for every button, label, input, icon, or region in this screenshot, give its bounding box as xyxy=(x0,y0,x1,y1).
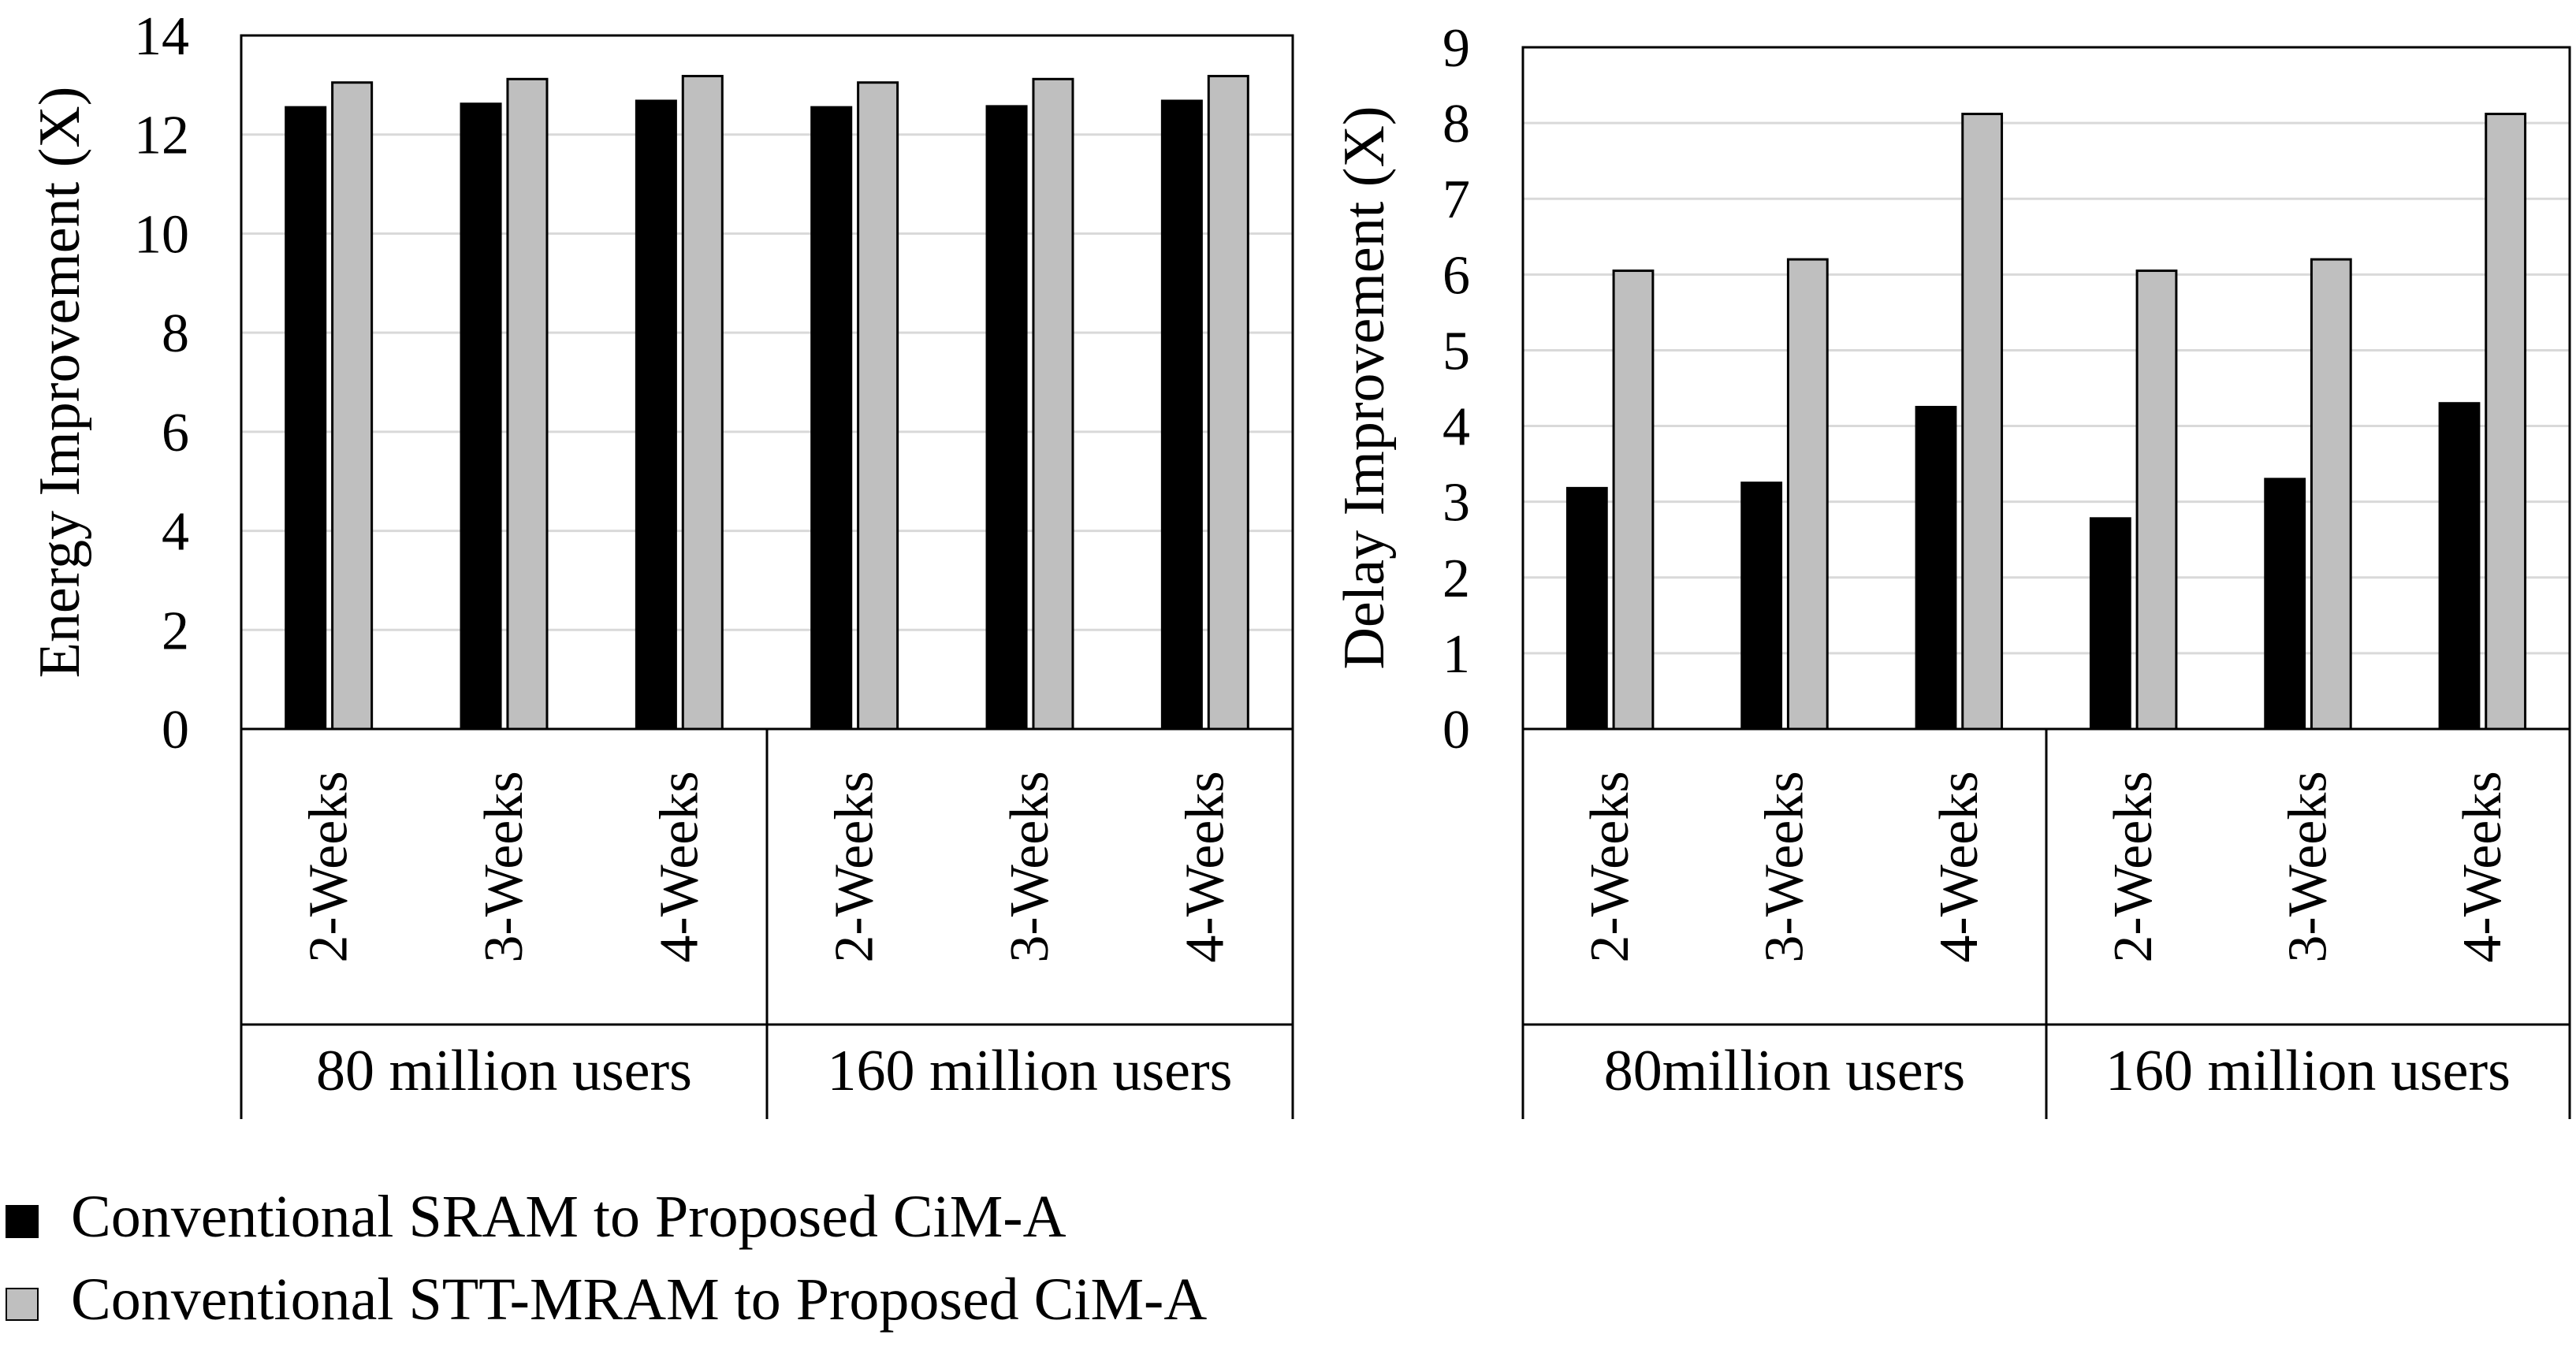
y-tick-label: 3 xyxy=(1442,473,1470,534)
legend: Conventional SRAM to Proposed CiM-A Conv… xyxy=(6,1184,1207,1333)
y-tick-label: 6 xyxy=(162,403,189,463)
bar-sram xyxy=(1915,406,1957,731)
category-label: 2-Weeks xyxy=(1580,771,1640,962)
bar-sram xyxy=(285,106,327,731)
plot-area-border xyxy=(240,34,1294,731)
legend-label-sram: Conventional SRAM to Proposed CiM-A xyxy=(71,1184,1067,1250)
bar-stt-mram xyxy=(681,75,724,731)
bar-sram xyxy=(2089,517,2131,731)
y-tick-label: 1 xyxy=(1442,624,1470,685)
y-tick-label: 12 xyxy=(134,106,189,166)
plot-area-border xyxy=(1521,46,2571,731)
y-tick-label: 14 xyxy=(134,6,189,67)
y-tick-label: 0 xyxy=(1442,700,1470,761)
y-tick-label: 2 xyxy=(162,601,189,661)
bar-sram xyxy=(1740,482,1783,731)
bar-sram xyxy=(635,99,677,731)
bar-sram xyxy=(1160,99,1203,731)
y-tick-label: 2 xyxy=(1442,549,1470,609)
bar-sram xyxy=(2264,478,2306,731)
y-tick-label: 8 xyxy=(1442,94,1470,154)
y-tick-label: 4 xyxy=(162,502,189,563)
delay-improvement-chart: 0 1 2 3 4 5 6 7 8 9 Delay Improvement (X) 2-Weeks 3-… xyxy=(1332,18,2571,1119)
bar-sram xyxy=(985,105,1028,731)
energy-improvement-chart: 0 2 4 6 8 10 12 14 Energy Improvement (X) 2-Weeks… xyxy=(28,6,1294,1119)
category-label: 4-Weeks xyxy=(1174,771,1235,962)
y-axis-label: Energy Improvement (X) xyxy=(28,87,92,679)
bar-sram xyxy=(1565,486,1608,731)
bar-stt-mram xyxy=(1961,113,2004,731)
category-label: 4-Weeks xyxy=(649,771,709,962)
y-tick-label: 8 xyxy=(162,303,189,364)
y-tick-label: 0 xyxy=(162,700,189,761)
bar-stt-mram xyxy=(331,81,374,731)
y-tick-label: 7 xyxy=(1442,169,1470,230)
bar-stt-mram xyxy=(1612,270,1655,731)
y-tick-label: 5 xyxy=(1442,321,1470,381)
group-label: 160 million users xyxy=(828,1039,1233,1103)
group-label: 160 million users xyxy=(2105,1039,2511,1103)
category-label: 4-Weeks xyxy=(2452,771,2513,962)
y-tick-label: 4 xyxy=(1442,397,1470,458)
bar-sram xyxy=(460,102,502,731)
category-label: 2-Weeks xyxy=(299,771,359,962)
bar-sram xyxy=(2438,402,2481,731)
legend-swatch-stt-mram xyxy=(6,1288,39,1321)
y-tick-label: 9 xyxy=(1442,18,1470,79)
category-label: 3-Weeks xyxy=(2278,771,2339,962)
category-label: 3-Weeks xyxy=(1000,771,1060,962)
category-label: 2-Weeks xyxy=(2103,771,2164,962)
group-label: 80 million users xyxy=(316,1039,692,1103)
bar-sram xyxy=(810,106,853,731)
legend-label-stt-mram: Conventional STT-MRAM to Proposed CiM-A xyxy=(71,1266,1207,1333)
bar-stt-mram xyxy=(1786,258,1829,731)
bar-stt-mram xyxy=(1207,75,1249,731)
category-label: 3-Weeks xyxy=(474,771,534,962)
group-label: 80million users xyxy=(1604,1039,1965,1103)
bar-stt-mram xyxy=(2310,258,2352,731)
y-tick-label: 10 xyxy=(134,204,189,265)
category-label: 3-Weeks xyxy=(1755,771,1815,962)
bar-stt-mram xyxy=(506,77,549,731)
legend-swatch-sram xyxy=(6,1205,39,1238)
bar-stt-mram xyxy=(2135,270,2178,731)
y-tick-label: 6 xyxy=(1442,245,1470,306)
category-label: 4-Weeks xyxy=(1929,771,1990,962)
category-label: 2-Weeks xyxy=(825,771,885,962)
bar-stt-mram xyxy=(857,81,899,731)
bar-stt-mram xyxy=(2485,113,2527,731)
bar-stt-mram xyxy=(1032,77,1074,731)
y-axis-label: Delay Improvement (X) xyxy=(1332,106,1397,669)
